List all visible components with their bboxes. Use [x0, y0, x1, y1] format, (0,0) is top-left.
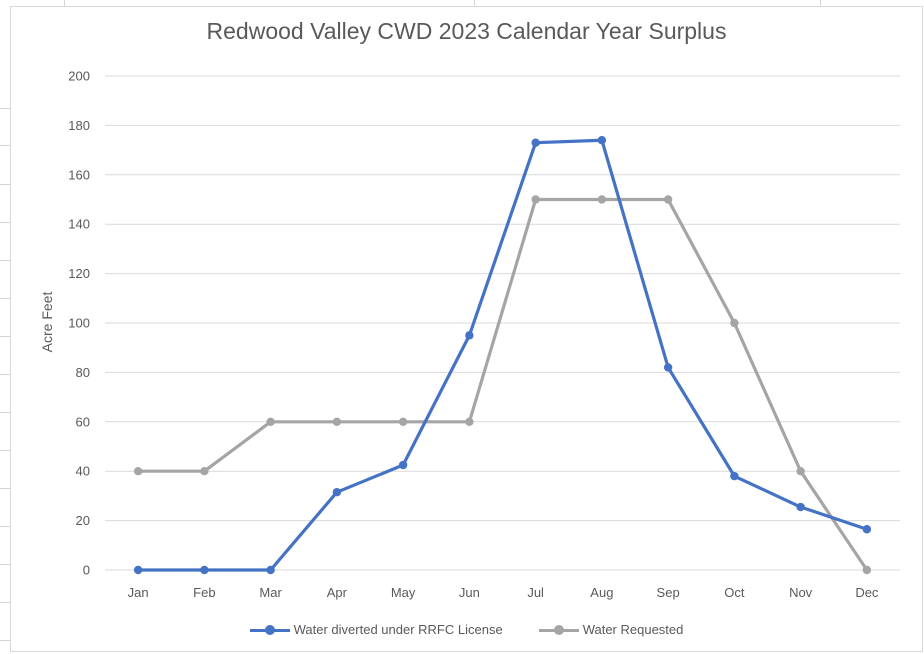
data-point	[862, 565, 872, 575]
sheet-gridline	[820, 0, 821, 6]
sheet-gridline	[0, 184, 10, 185]
sheet-gridline	[0, 412, 10, 413]
x-tick-label: Dec	[855, 585, 879, 600]
data-point	[531, 195, 540, 204]
sheet-gridline	[0, 488, 10, 489]
legend-swatch	[249, 624, 290, 635]
sheet-gridline	[0, 260, 10, 261]
data-point	[200, 467, 209, 476]
y-tick-label: 140	[68, 217, 90, 232]
sheet-gridline	[0, 374, 10, 375]
y-tick-label: 80	[76, 365, 90, 380]
sheet-gridline	[0, 298, 10, 299]
data-point	[796, 467, 805, 476]
x-tick-label: Jan	[128, 585, 149, 600]
legend-label: Water diverted under RRFC License	[293, 622, 503, 637]
x-tick-label: Aug	[590, 585, 613, 600]
x-tick-label: May	[391, 585, 416, 600]
legend-swatch	[538, 624, 579, 635]
data-point	[332, 487, 342, 497]
y-tick-label: 120	[68, 266, 90, 281]
data-point	[597, 195, 607, 204]
data-point	[200, 565, 209, 575]
data-point	[465, 331, 474, 340]
legend-item-0: Water diverted under RRFC License	[249, 622, 503, 637]
sheet-gridline	[0, 336, 10, 337]
legend: Water diverted under RRFC License Water R…	[10, 622, 923, 637]
x-tick-label: Oct	[724, 585, 745, 600]
series-line-0	[136, 138, 869, 572]
sheet-gridline	[0, 564, 10, 565]
data-point	[266, 565, 275, 575]
data-point	[531, 138, 540, 147]
series-lines	[133, 136, 872, 575]
y-tick-label: 180	[68, 118, 90, 133]
data-point	[133, 467, 143, 476]
y-tick-label: 160	[68, 167, 90, 182]
data-point	[465, 417, 474, 426]
x-tick-label: Mar	[259, 585, 282, 600]
sheet-gridline	[0, 450, 10, 451]
y-tick-label: 0	[83, 563, 90, 578]
x-tick-label: Feb	[193, 585, 215, 600]
x-tick-label: Jun	[459, 585, 480, 600]
sheet-gridline	[0, 222, 10, 223]
legend-label: Water Requested	[582, 622, 684, 637]
data-point	[398, 417, 408, 426]
data-point	[133, 565, 143, 575]
sheet-gridline	[0, 640, 10, 641]
y-axis-ticks: 0 20 40 60 80 100 120 140 160 180 200	[68, 69, 90, 578]
data-point	[862, 525, 872, 534]
y-tick-label: 20	[76, 513, 90, 528]
x-axis-ticks: Jan Feb Mar Apr May Jun Jul Aug Sep Oct Nov Dec	[128, 585, 879, 600]
data-point	[796, 502, 805, 512]
sheet-gridline	[474, 0, 475, 6]
chart-title: Redwood Valley CWD 2023 Calendar Year Su…	[206, 18, 727, 44]
y-tick-label: 100	[68, 316, 90, 331]
data-point	[663, 195, 673, 204]
data-point	[597, 136, 607, 145]
y-tick-label: 200	[68, 69, 90, 84]
sheet-gridline	[64, 0, 65, 6]
x-tick-label: Apr	[327, 585, 348, 600]
x-tick-label: Sep	[657, 585, 680, 600]
data-point	[663, 363, 673, 372]
chart-area[interactable]	[10, 6, 923, 652]
data-point	[398, 460, 408, 470]
sheet-gridline	[0, 108, 10, 109]
sheet-gridline	[0, 602, 10, 603]
legend-item-1: Water Requested	[538, 622, 684, 637]
series-line-1	[136, 197, 869, 572]
y-tick-label: 40	[76, 464, 90, 479]
sheet-gridline	[0, 526, 10, 527]
x-tick-label: Jul	[527, 585, 544, 600]
data-point	[730, 471, 739, 481]
data-point	[332, 417, 342, 426]
data-point	[730, 318, 739, 328]
y-tick-label: 60	[76, 414, 90, 429]
x-tick-label: Nov	[789, 585, 813, 600]
data-point	[266, 417, 275, 426]
gridlines	[105, 75, 900, 571]
y-axis-title: Acre Feet	[39, 292, 55, 353]
sheet-gridline	[0, 145, 10, 146]
